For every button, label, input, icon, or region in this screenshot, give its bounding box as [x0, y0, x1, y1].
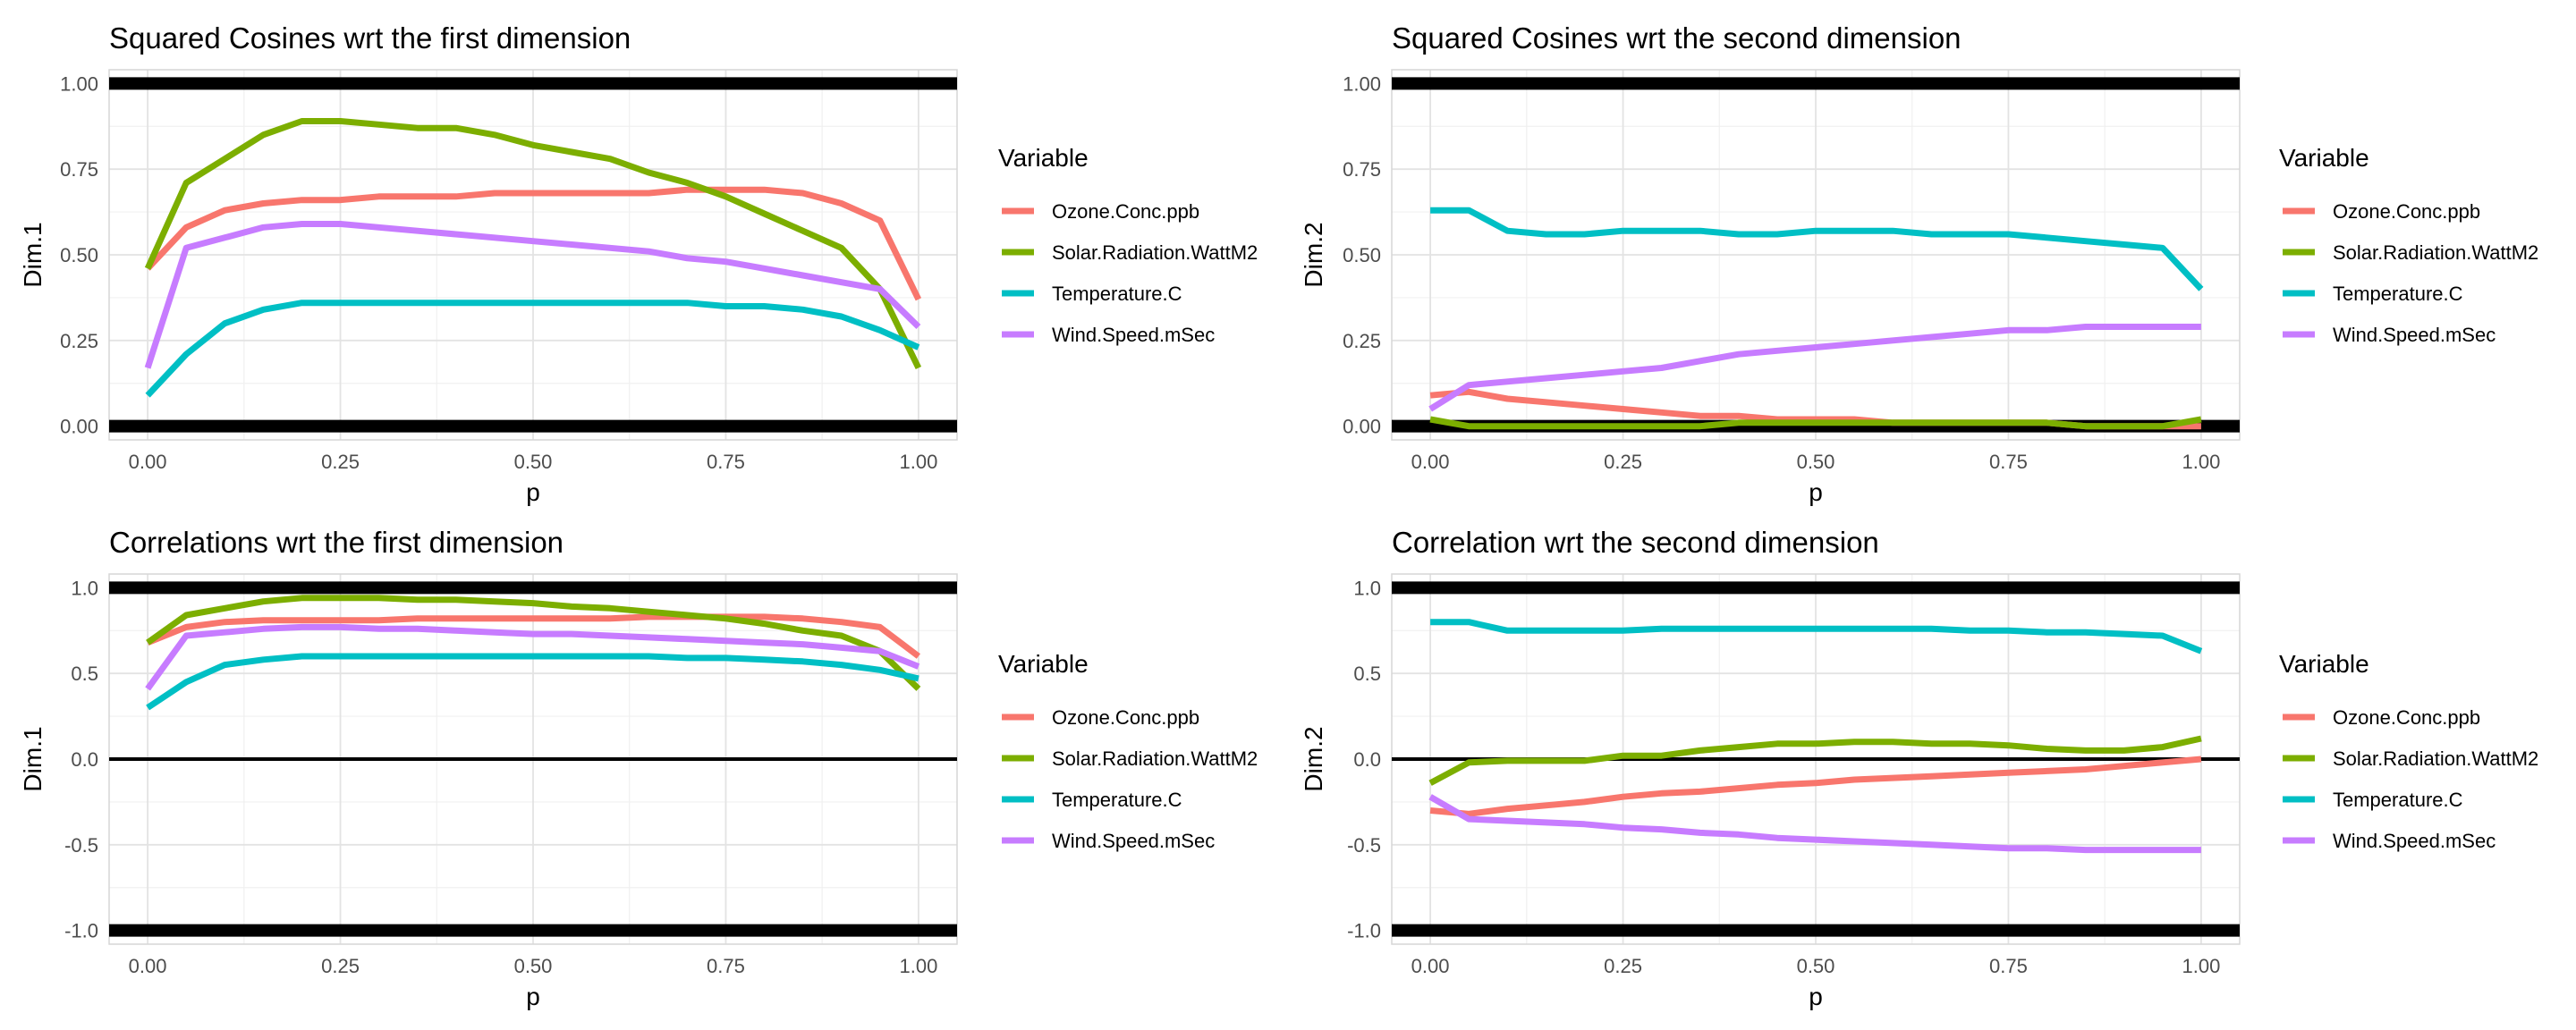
y-tick-label: 0.00 — [1343, 416, 1381, 438]
legend-title: Variable — [998, 144, 1089, 172]
x-tick-label: 0.25 — [321, 955, 360, 977]
series-line-temperature-c — [146, 653, 919, 711]
y-tick-label: 0.50 — [60, 244, 98, 266]
y-tick-label: 1.0 — [1353, 577, 1381, 599]
legend: Variable Ozone.Conc.ppb Solar.Radiation.Wa… — [2279, 650, 2538, 852]
y-tick-label: 0.25 — [60, 330, 98, 352]
legend-label: Ozone.Conc.ppb — [1052, 706, 1199, 729]
legend-label: Temperature.C — [1052, 283, 1182, 305]
series-line-temperature-c — [1430, 207, 2204, 291]
y-tick-label: -1.0 — [64, 920, 98, 942]
y-tick-label: 0.5 — [71, 663, 98, 685]
y-tick-label: -1.0 — [1347, 920, 1381, 942]
series-line-ozone-conc-ppb — [1429, 756, 2202, 817]
y-tick-label: 0.5 — [1353, 663, 1381, 685]
x-tick-label: 0.25 — [321, 451, 360, 473]
legend-label: Temperature.C — [2333, 789, 2463, 811]
chart-title: Squared Cosines wrt the first dimension — [109, 21, 631, 55]
series-line-solar-radiation-wattm2 — [1429, 416, 2202, 430]
y-tick-label: 0.75 — [1343, 158, 1381, 181]
legend-title: Variable — [998, 650, 1089, 678]
y-tick-label: 0.00 — [60, 416, 98, 438]
x-tick-label: 0.50 — [1797, 451, 1835, 473]
y-axis-title: Dim.2 — [1300, 222, 1327, 287]
x-tick-label: 1.00 — [899, 451, 937, 473]
x-tick-label: 0.75 — [1989, 451, 2028, 473]
legend-label: Ozone.Conc.ppb — [1052, 200, 1199, 223]
x-tick-label: 1.00 — [2182, 955, 2220, 977]
chart-panel-3: 0.00 0.25 0.50 0.75 1.00 -1.0 -0.5 0.0 0.5 1.0 Cor… — [19, 526, 1258, 1010]
legend: Variable Ozone.Conc.ppb Solar.Radiation.Wa… — [998, 650, 1258, 852]
y-tick-label: -0.5 — [1347, 834, 1381, 857]
series-line-temperature-c — [145, 300, 920, 398]
x-tick-label: 0.75 — [1989, 955, 2028, 977]
panel-border — [1391, 69, 2241, 441]
chart-title: Squared Cosines wrt the second dimension — [1392, 21, 1962, 55]
legend-label: Wind.Speed.mSec — [2333, 324, 2496, 346]
legend-label: Solar.Radiation.WattM2 — [2333, 241, 2538, 264]
series-line-solar-radiation-wattm2 — [146, 595, 921, 691]
chart-title: Correlations wrt the first dimension — [109, 526, 564, 559]
legend-label: Temperature.C — [1052, 789, 1182, 811]
series-line-wind-speed-msec — [1428, 794, 2201, 854]
x-tick-label: 0.25 — [1604, 451, 1642, 473]
x-tick-label: 0.00 — [129, 451, 167, 473]
x-tick-label: 0.50 — [1797, 955, 1835, 977]
x-tick-label: 0.50 — [514, 451, 553, 473]
y-tick-label: 0.0 — [1353, 748, 1381, 771]
y-axis-title: Dim.2 — [1300, 726, 1327, 791]
x-tick-label: 0.50 — [514, 955, 553, 977]
x-tick-label: 1.00 — [2182, 451, 2220, 473]
x-tick-label: 0.00 — [1411, 451, 1450, 473]
y-tick-label: 1.00 — [60, 72, 98, 95]
x-tick-label: 0.00 — [1411, 955, 1450, 977]
x-axis-title: p — [1809, 983, 1823, 1010]
series-line-solar-radiation-wattm2 — [1428, 735, 2202, 786]
legend-label: Solar.Radiation.WattM2 — [1052, 747, 1258, 770]
series-line-wind-speed-msec — [144, 221, 921, 369]
series-line-ozone-conc-ppb — [146, 613, 921, 659]
legend-label: Wind.Speed.mSec — [1052, 830, 1215, 852]
x-tick-label: 0.25 — [1604, 955, 1642, 977]
x-tick-label: 0.00 — [129, 955, 167, 977]
y-tick-label: -0.5 — [64, 834, 98, 857]
series-line-ozone-conc-ppb — [145, 186, 922, 301]
series-line-solar-radiation-wattm2 — [144, 118, 922, 370]
y-tick-label: 0.50 — [1343, 244, 1381, 266]
legend-label: Solar.Radiation.WattM2 — [1052, 241, 1258, 264]
x-tick-label: 0.75 — [707, 955, 745, 977]
x-axis-title: p — [526, 478, 540, 506]
y-tick-label: 1.00 — [1343, 72, 1381, 95]
legend: Variable Ozone.Conc.ppb Solar.Radiation.Wa… — [2279, 144, 2538, 346]
series-line-wind-speed-msec — [1428, 324, 2201, 412]
y-tick-label: 0.75 — [60, 158, 98, 181]
x-tick-label: 1.00 — [899, 955, 937, 977]
y-tick-label: 1.0 — [71, 577, 98, 599]
y-axis-title: Dim.1 — [19, 726, 47, 791]
grid-lines — [1392, 70, 2240, 440]
legend-label: Solar.Radiation.WattM2 — [2333, 747, 2538, 770]
series-line-wind-speed-msec — [145, 623, 920, 691]
panel-border — [108, 69, 958, 441]
chart-panel-2: 0.00 0.25 0.50 0.75 1.00 0.00 0.25 0.50 0.75 1.00… — [1300, 21, 2538, 506]
y-tick-label: 0.25 — [1343, 330, 1381, 352]
legend-label: Wind.Speed.mSec — [1052, 324, 1215, 346]
legend-label: Temperature.C — [2333, 283, 2463, 305]
x-tick-label: 0.75 — [707, 451, 745, 473]
series-line-temperature-c — [1430, 619, 2203, 654]
legend-label: Wind.Speed.mSec — [2333, 830, 2496, 852]
x-axis-title: p — [1809, 478, 1823, 506]
y-tick-label: 0.0 — [71, 748, 98, 771]
legend-title: Variable — [2279, 144, 2369, 172]
legend: Variable Ozone.Conc.ppb Solar.Radiation.Wa… — [998, 144, 1258, 346]
legend-label: Ozone.Conc.ppb — [2333, 200, 2480, 223]
chart-panel-1: 0.00 0.25 0.50 0.75 1.00 0.00 0.25 0.50 0.75 1.00… — [19, 21, 1258, 506]
y-axis-title: Dim.1 — [19, 222, 47, 287]
legend-label: Ozone.Conc.ppb — [2333, 706, 2480, 729]
chart-title: Correlation wrt the second dimension — [1392, 526, 1879, 559]
chart-panel-4: 0.00 0.25 0.50 0.75 1.00 -1.0 -0.5 0.0 0.5 1.0 Cor… — [1300, 526, 2538, 1010]
legend-title: Variable — [2279, 650, 2369, 678]
x-axis-title: p — [526, 983, 540, 1010]
